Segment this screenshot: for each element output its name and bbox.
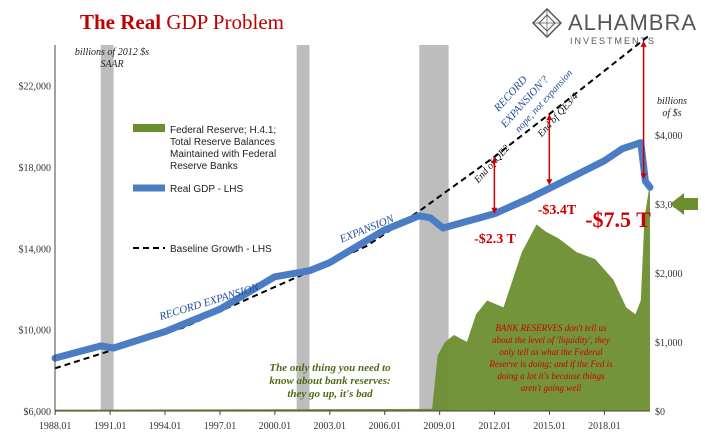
- right-tick-label-1: $1,000: [655, 338, 683, 349]
- gap-arrow-2-head-top: [546, 114, 553, 121]
- right-axis-label-2: of $s: [662, 108, 681, 119]
- annotation-red-note-2: about the level of 'liquidity', they: [492, 335, 610, 345]
- right-tick-label-0: $0: [655, 407, 665, 418]
- left-axis-label-2: SAAR: [100, 59, 123, 70]
- annotation-red-note-6: aren't going well: [521, 383, 582, 393]
- annotation-red-note-1: BANK RESERVES don't tell us: [495, 323, 607, 333]
- series-real-gdp-line: [51, 139, 654, 362]
- annotation-green-note-1: The only thing you need to: [269, 362, 391, 374]
- x-tick-label-7: 2009.01: [423, 421, 456, 432]
- series-reserves-area: [55, 183, 650, 411]
- legend-label-reserves-4: Reserve Banks: [170, 161, 238, 172]
- annotation-gap-3: -$7.5 T: [585, 207, 651, 232]
- right-tick-label-4: $4,000: [655, 131, 683, 142]
- left-tick-label-0: $6,000: [24, 407, 52, 418]
- legend-label-gdp: Real GDP - LHS: [170, 184, 244, 195]
- annotation-green-note-3: they go up, it's bad: [287, 388, 373, 400]
- gap-arrow-3-head-top: [640, 40, 647, 47]
- annotation-gap-1: -$2.3 T: [474, 232, 516, 247]
- legend-label-reserves-2: Total Reserve Balances: [170, 137, 275, 148]
- x-tick-label-3: 1997.01: [204, 421, 237, 432]
- annotation-green-note-2: know about bank reserves:: [269, 375, 390, 387]
- x-tick-label-10: 2018.01: [588, 421, 621, 432]
- x-tick-label-1: 1991.01: [94, 421, 127, 432]
- legend-label-reserves-1: Federal Reserve; H.4.1;: [170, 125, 276, 136]
- x-tick-label-5: 2003.01: [314, 421, 347, 432]
- brand-name: ALHAMBRA: [568, 10, 698, 35]
- x-tick-label-8: 2012.01: [478, 421, 511, 432]
- recession-bar-2: [296, 45, 310, 411]
- right-tick-label-3: $3,000: [655, 200, 683, 211]
- gap-arrow-1-head-top: [491, 156, 498, 163]
- annotation-gap-2: -$3.4T: [538, 203, 577, 218]
- x-tick-label-2: 1994.01: [149, 421, 182, 432]
- legend-label-baseline: Baseline Growth - LHS: [170, 244, 272, 255]
- green-arrow-icon: [670, 193, 698, 215]
- x-tick-label-0: 1988.01: [39, 421, 72, 432]
- recession-bar-1: [100, 45, 114, 411]
- left-tick-label-1: $10,000: [19, 326, 52, 337]
- gap-arrow-2-head-bottom: [546, 179, 553, 186]
- left-tick-label-2: $14,000: [19, 244, 52, 255]
- gap-arrow-3-head-bottom: [640, 173, 647, 180]
- chart-title-bold: The Real: [80, 10, 162, 34]
- chart-title-rest: GDP Problem: [166, 10, 284, 34]
- x-tick-label-9: 2015.01: [533, 421, 566, 432]
- left-tick-label-3: $18,000: [19, 163, 52, 174]
- annotation-red-note-3: only tell us what the Federal: [499, 347, 603, 357]
- gap-arrow-1-head-bottom: [491, 207, 498, 214]
- brand-logo: ALHAMBRA INVESTMENTS: [532, 8, 698, 46]
- x-tick-label-6: 2006.01: [368, 421, 401, 432]
- brand-diamond-icon: [532, 8, 562, 38]
- annotation-red-note-4: Reserve is doing; and if the Fed is: [488, 359, 613, 369]
- right-tick-label-2: $2,000: [655, 269, 683, 280]
- left-axis-label-1: billions of 2012 $s: [75, 47, 149, 58]
- legend-swatch-reserves: [133, 124, 165, 132]
- left-tick-label-4: $22,000: [19, 82, 52, 93]
- right-axis-label-1: billions: [657, 96, 687, 107]
- legend-label-reserves-3: Maintained with Federal: [170, 149, 276, 160]
- annotation-end-qe2: End of QE2: [472, 143, 512, 186]
- x-tick-label-4: 2000.01: [259, 421, 292, 432]
- brand-sub: INVESTMENTS: [570, 36, 657, 46]
- annotation-red-note-5: doing a lot it's because things: [497, 371, 605, 381]
- chart-title: The Real GDP Problem: [80, 10, 284, 35]
